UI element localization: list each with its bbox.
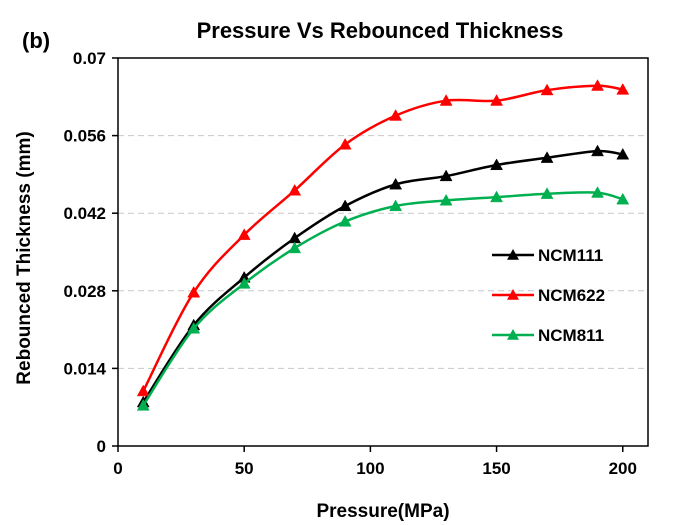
- data-point-ncm111: [389, 177, 403, 190]
- data-point-ncm811: [591, 186, 604, 198]
- legend-label-ncm111: NCM111: [538, 246, 603, 265]
- x-tick-label: 200: [609, 459, 637, 478]
- data-point-ncm811: [136, 399, 150, 411]
- data-point-ncm622: [389, 109, 403, 121]
- y-tick-label: 0.042: [63, 204, 106, 223]
- data-point-ncm811: [237, 277, 251, 289]
- data-point-ncm811: [540, 187, 554, 199]
- y-tick-label: 0.028: [63, 282, 106, 301]
- x-tick-label: 50: [235, 459, 254, 478]
- x-tick-label: 0: [113, 459, 122, 478]
- data-point-ncm622: [591, 79, 604, 91]
- legend-marker-ncm111: [507, 249, 519, 260]
- data-point-ncm622: [490, 94, 503, 106]
- legend-label-ncm811: NCM811: [538, 326, 604, 345]
- series-ncm811: [136, 186, 630, 411]
- series-line-ncm111: [142, 149, 623, 403]
- data-point-ncm622: [288, 183, 302, 196]
- data-point-ncm622: [237, 228, 251, 240]
- y-tick-label: 0: [97, 437, 106, 456]
- y-axis-title: Rebounced Thickness (mm): [14, 131, 35, 384]
- data-point-ncm811: [389, 199, 403, 212]
- data-point-ncm811: [490, 190, 503, 203]
- x-tick-label: 150: [482, 459, 510, 478]
- series-ncm111: [136, 144, 630, 408]
- legend-marker-ncm811: [507, 329, 519, 340]
- series-line-ncm622: [142, 84, 623, 392]
- panel-label: (b): [22, 28, 50, 53]
- data-point-ncm622: [338, 137, 352, 150]
- chart-title: Pressure Vs Rebounced Thickness: [197, 18, 564, 43]
- y-tick-label: 0.056: [63, 127, 106, 146]
- data-point-ncm622: [136, 384, 150, 397]
- data-point-ncm811: [338, 214, 352, 227]
- data-point-ncm111: [616, 147, 630, 160]
- legend-item-ncm111: NCM111: [492, 246, 603, 265]
- series-ncm622: [136, 79, 630, 397]
- axes-layer: [112, 57, 649, 452]
- data-point-ncm811: [288, 241, 302, 254]
- data-point-ncm111: [490, 158, 503, 171]
- data-point-ncm811: [187, 321, 201, 334]
- data-point-ncm811: [616, 192, 630, 205]
- data-point-ncm622: [540, 83, 554, 96]
- tick-labels-layer: 0 0.014 0.028 0.042 0.056 0.07 0 50 100 150 200: [63, 49, 636, 478]
- data-point-ncm111: [338, 199, 352, 212]
- legend-label-ncm622: NCM622: [538, 286, 605, 305]
- data-point-ncm111: [591, 144, 604, 157]
- data-point-ncm111: [439, 169, 453, 182]
- plot-frame: [117, 57, 649, 447]
- y-tick-label: 0.014: [63, 359, 106, 378]
- data-point-ncm622: [187, 285, 201, 298]
- legend-item-ncm622: NCM622: [492, 286, 605, 305]
- x-axis-title: Pressure(MPa): [316, 501, 449, 522]
- y-tick-label: 0.07: [73, 49, 106, 68]
- data-point-ncm111: [540, 151, 554, 163]
- x-tick-label: 100: [356, 459, 384, 478]
- series-layer: [136, 79, 630, 411]
- legend: NCM111 NCM622 NCM811: [492, 246, 605, 345]
- legend-item-ncm811: NCM811: [492, 326, 604, 345]
- legend-marker-ncm622: [507, 289, 519, 300]
- data-point-ncm622: [616, 83, 630, 95]
- data-point-ncm622: [439, 94, 453, 106]
- data-point-ncm811: [439, 193, 453, 206]
